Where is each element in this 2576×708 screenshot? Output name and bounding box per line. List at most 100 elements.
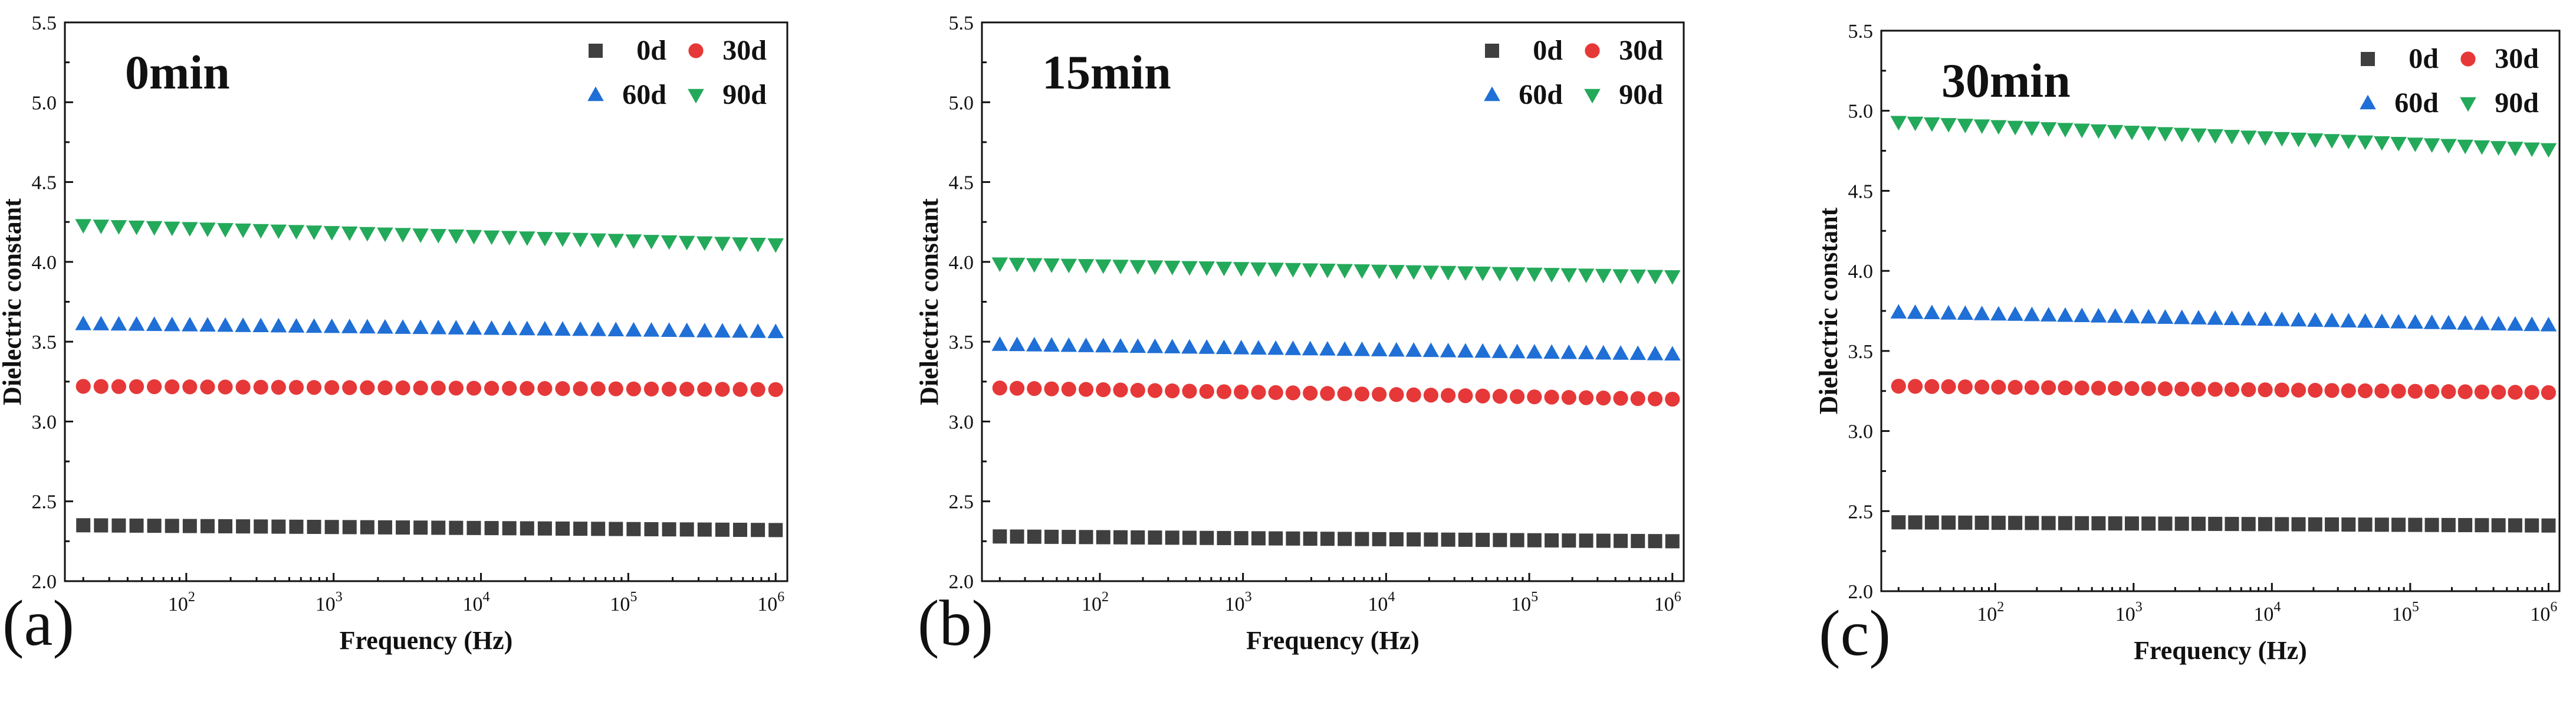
- data-point-0d: [1991, 516, 2006, 530]
- data-point-30d: [235, 379, 251, 395]
- data-point-60d: [2074, 307, 2090, 323]
- data-point-60d: [1026, 336, 1043, 352]
- series-90d: [1890, 116, 2557, 158]
- data-point-0d: [254, 519, 268, 534]
- data-point-30d: [2457, 384, 2473, 399]
- data-point-90d: [2507, 142, 2524, 156]
- data-point-30d: [147, 379, 162, 395]
- data-point-0d: [1562, 533, 1576, 548]
- data-point-60d: [2524, 316, 2540, 332]
- data-point-90d: [2306, 133, 2324, 148]
- data-point-0d: [1338, 532, 1352, 546]
- data-point-0d: [1372, 532, 1386, 546]
- data-point-60d: [661, 322, 678, 337]
- data-point-30d: [306, 380, 322, 395]
- data-point-60d: [483, 320, 500, 335]
- data-point-90d: [199, 222, 216, 237]
- data-point-30d: [2357, 383, 2373, 398]
- data-point-0d: [1941, 515, 1956, 530]
- data-point-0d: [2408, 517, 2423, 532]
- data-point-60d: [359, 319, 376, 334]
- data-point-0d: [1665, 534, 1680, 549]
- data-point-30d: [2474, 384, 2489, 399]
- data-point-30d: [2308, 382, 2323, 398]
- data-point-0d: [2124, 516, 2139, 531]
- data-point-0d: [662, 522, 676, 537]
- data-point-0d: [1579, 533, 1593, 548]
- data-point-30d: [1096, 382, 1111, 398]
- data-point-30d: [1147, 383, 1163, 398]
- data-point-90d: [2090, 124, 2107, 139]
- data-point-60d: [2140, 309, 2157, 324]
- data-point-90d: [2223, 130, 2240, 145]
- series-30d: [75, 379, 783, 397]
- data-point-0d: [2525, 518, 2539, 533]
- data-point-0d: [1320, 532, 1335, 546]
- data-point-0d: [1062, 530, 1076, 545]
- data-point-0d: [1200, 530, 1214, 545]
- data-point-0d: [1441, 532, 1455, 547]
- y-tick-label: 2.0: [949, 571, 974, 593]
- legend-label-0d: 0d: [1533, 35, 1563, 66]
- legend-marker-0d: [2361, 52, 2375, 66]
- data-point-90d: [163, 221, 180, 237]
- legend-marker-60d: [587, 86, 604, 101]
- panel-title: 0min: [125, 45, 230, 99]
- panel-letter: (c): [1819, 597, 1891, 669]
- data-point-0d: [1096, 530, 1110, 545]
- data-point-60d: [537, 320, 553, 336]
- data-point-30d: [2108, 381, 2123, 396]
- data-point-60d: [430, 319, 447, 335]
- data-point-30d: [1044, 381, 1059, 396]
- data-point-60d: [2374, 313, 2390, 329]
- x-tick-label: 105: [1511, 589, 1538, 615]
- data-point-90d: [1146, 260, 1164, 275]
- data-point-60d: [2090, 307, 2107, 323]
- data-point-60d: [305, 318, 323, 333]
- data-point-30d: [1303, 385, 1318, 401]
- data-point-90d: [2124, 126, 2140, 140]
- data-point-90d: [270, 224, 287, 240]
- data-point-0d: [1545, 533, 1559, 548]
- x-tick-label: 104: [1368, 589, 1395, 615]
- data-point-90d: [1353, 264, 1371, 279]
- data-point-30d: [502, 381, 517, 396]
- data-point-0d: [271, 519, 286, 534]
- data-point-60d: [1509, 343, 1526, 359]
- data-point-0d: [2008, 516, 2023, 530]
- x-tick-label: 102: [168, 589, 195, 615]
- data-point-90d: [2023, 121, 2041, 136]
- data-point-30d: [573, 381, 588, 396]
- data-point-90d: [1215, 261, 1233, 277]
- data-point-30d: [1165, 383, 1180, 399]
- data-point-30d: [182, 379, 198, 395]
- data-point-0d: [1148, 530, 1162, 545]
- y-tick-label: 5.5: [1848, 21, 1874, 42]
- series-60d: [1890, 304, 2557, 332]
- data-point-60d: [1957, 305, 1974, 320]
- data-point-0d: [1044, 529, 1059, 544]
- data-point-60d: [1043, 337, 1060, 352]
- data-point-0d: [1908, 515, 1923, 530]
- data-point-0d: [360, 520, 374, 535]
- data-point-0d: [182, 519, 197, 533]
- legend-marker-90d: [2460, 97, 2476, 112]
- data-point-60d: [1526, 344, 1543, 359]
- data-point-0d: [2541, 518, 2556, 533]
- data-point-0d: [165, 519, 179, 533]
- data-point-0d: [2291, 517, 2306, 532]
- data-point-30d: [2441, 384, 2456, 399]
- data-point-30d: [466, 381, 482, 396]
- data-point-30d: [2274, 382, 2289, 398]
- data-point-0d: [2191, 516, 2206, 531]
- data-point-30d: [992, 381, 1007, 396]
- data-point-90d: [2524, 142, 2540, 158]
- data-point-30d: [1630, 391, 1645, 407]
- data-point-60d: [590, 322, 606, 336]
- data-point-60d: [2223, 310, 2240, 326]
- data-point-60d: [412, 319, 429, 335]
- data-point-30d: [1354, 386, 1370, 402]
- data-point-60d: [1543, 344, 1560, 359]
- data-point-30d: [1113, 382, 1128, 398]
- data-point-60d: [2190, 310, 2207, 324]
